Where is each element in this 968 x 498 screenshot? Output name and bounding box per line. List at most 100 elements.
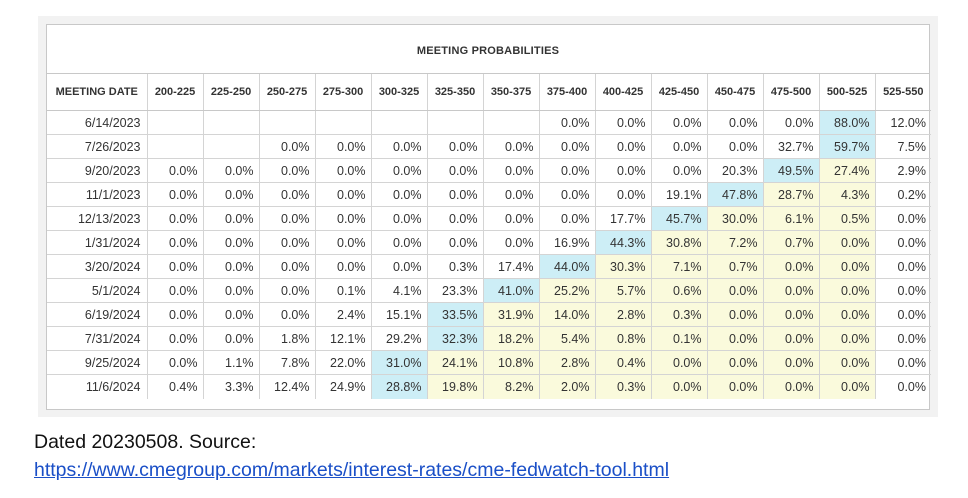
probability-table-container: MEETING PROBABILITIES MEETING DATE 200-22… xyxy=(46,24,931,410)
table-title: MEETING PROBABILITIES xyxy=(47,25,929,74)
probability-cell: 0.0% xyxy=(315,230,372,255)
probability-cell: 0.0% xyxy=(203,302,260,327)
probability-cell: 0.0% xyxy=(595,110,652,135)
probability-cell: 0.2% xyxy=(875,182,931,207)
probability-cell: 0.0% xyxy=(259,134,316,159)
probability-cell: 0.0% xyxy=(203,326,260,351)
probability-cell: 30.0% xyxy=(707,206,764,231)
probability-cell: 0.0% xyxy=(763,110,820,135)
probability-cell: 12.0% xyxy=(875,110,931,135)
probability-cell: 0.0% xyxy=(371,230,428,255)
probability-cell: 0.1% xyxy=(651,326,708,351)
probability-cell: 0.0% xyxy=(483,134,540,159)
probability-cell: 0.0% xyxy=(875,206,931,231)
probability-cell: 31.9% xyxy=(483,302,540,327)
probability-cell: 0.0% xyxy=(763,350,820,375)
probability-cell: 2.4% xyxy=(315,302,372,327)
probability-cell: 0.0% xyxy=(819,278,876,303)
table-row: 11/6/2024 0.4% 3.3% 12.4% 24.9% 28.8% 19.8% 8.2… xyxy=(47,374,931,399)
probability-cell: 0.0% xyxy=(539,158,596,183)
probability-cell: 0.0% xyxy=(203,254,260,279)
probability-cell: 0.0% xyxy=(259,230,316,255)
probability-cell: 0.0% xyxy=(819,230,876,255)
probability-cell: 0.0% xyxy=(763,254,820,279)
probability-cell: 5.4% xyxy=(539,326,596,351)
probability-cell: 0.4% xyxy=(147,374,204,399)
source-link[interactable]: https://www.cmegroup.com/markets/interes… xyxy=(34,459,670,481)
probability-cell: 0.0% xyxy=(763,278,820,303)
probability-cell: 0.0% xyxy=(483,182,540,207)
probability-cell: 0.8% xyxy=(595,326,652,351)
probability-cell: 0.0% xyxy=(371,206,428,231)
probability-cell: 0.0% xyxy=(315,254,372,279)
probability-cell: 0.0% xyxy=(707,302,764,327)
probability-cell: 44.0% xyxy=(539,254,596,279)
column-header-225-250: 225-250 xyxy=(203,74,260,111)
probability-cell xyxy=(315,110,372,135)
probability-cell: 18.2% xyxy=(483,326,540,351)
meeting-date-cell: 9/25/2024 xyxy=(47,350,148,375)
table-row: 6/14/2023 0.0% 0.0% 0.0% 0.0% 0.0% 88.0% 12.0% xyxy=(47,110,931,135)
probability-cell: 24.9% xyxy=(315,374,372,399)
meeting-date-cell: 7/26/2023 xyxy=(47,134,148,159)
probability-cell: 0.0% xyxy=(147,350,204,375)
probability-cell: 4.1% xyxy=(371,278,428,303)
table-row: 9/25/2024 0.0% 1.1% 7.8% 22.0% 31.0% 24.1% 10.8… xyxy=(47,350,931,375)
probability-cell: 0.0% xyxy=(875,230,931,255)
probability-cell: 24.1% xyxy=(427,350,484,375)
meeting-date-cell: 9/20/2023 xyxy=(47,158,148,183)
meeting-date-cell: 3/20/2024 xyxy=(47,254,148,279)
probability-cell: 0.0% xyxy=(371,182,428,207)
column-header-200-225: 200-225 xyxy=(147,74,204,111)
probability-cell: 0.0% xyxy=(259,158,316,183)
probability-cell: 0.0% xyxy=(147,206,204,231)
probability-cell: 0.0% xyxy=(651,158,708,183)
probability-cell: 0.0% xyxy=(203,182,260,207)
probability-cell: 8.2% xyxy=(483,374,540,399)
table-row: 7/31/2024 0.0% 0.0% 1.8% 12.1% 29.2% 32.3% 18.2… xyxy=(47,326,931,351)
column-header-525-550: 525-550 xyxy=(875,74,931,111)
probability-cell: 30.3% xyxy=(595,254,652,279)
table-row: 3/20/2024 0.0% 0.0% 0.0% 0.0% 0.0% 0.3% 17.4% 44… xyxy=(47,254,931,279)
probability-cell: 0.0% xyxy=(203,158,260,183)
footer: Dated 20230508. Source: https://www.cmeg… xyxy=(34,428,669,484)
probability-cell: 0.0% xyxy=(539,206,596,231)
probability-cell: 12.4% xyxy=(259,374,316,399)
meeting-date-cell: 1/31/2024 xyxy=(47,230,148,255)
probability-panel: MEETING PROBABILITIES MEETING DATE 200-22… xyxy=(38,16,938,417)
probability-cell: 0.0% xyxy=(707,110,764,135)
probability-cell: 33.5% xyxy=(427,302,484,327)
meeting-date-cell: 12/13/2023 xyxy=(47,206,148,231)
probability-cell: 41.0% xyxy=(483,278,540,303)
probability-cell: 25.2% xyxy=(539,278,596,303)
probability-cell: 0.0% xyxy=(483,230,540,255)
probability-cell: 0.0% xyxy=(763,302,820,327)
probability-cell: 7.1% xyxy=(651,254,708,279)
probability-cell: 0.0% xyxy=(707,326,764,351)
probability-cell: 28.8% xyxy=(371,374,428,399)
probability-cell: 0.6% xyxy=(651,278,708,303)
probability-cell: 10.8% xyxy=(483,350,540,375)
probability-cell: 0.0% xyxy=(651,374,708,399)
probability-cell: 0.0% xyxy=(315,206,372,231)
probability-cell: 0.0% xyxy=(763,374,820,399)
probability-cell: 0.0% xyxy=(147,158,204,183)
probability-cell: 0.0% xyxy=(875,350,931,375)
probability-cell: 0.0% xyxy=(371,158,428,183)
probability-cell: 0.0% xyxy=(595,158,652,183)
probability-cell: 0.0% xyxy=(595,182,652,207)
probability-cell: 0.0% xyxy=(427,206,484,231)
probability-cell: 49.5% xyxy=(763,158,820,183)
probability-cell: 28.7% xyxy=(763,182,820,207)
probability-cell: 0.0% xyxy=(651,134,708,159)
probability-cell: 7.5% xyxy=(875,134,931,159)
probability-cell: 31.0% xyxy=(371,350,428,375)
table-row: 6/19/2024 0.0% 0.0% 0.0% 2.4% 15.1% 33.5% 31.9%… xyxy=(47,302,931,327)
probability-cell: 0.0% xyxy=(819,350,876,375)
probability-cell: 0.0% xyxy=(147,278,204,303)
probability-cell: 2.9% xyxy=(875,158,931,183)
probability-cell: 0.0% xyxy=(427,182,484,207)
probability-cell: 22.0% xyxy=(315,350,372,375)
meeting-date-cell: 6/19/2024 xyxy=(47,302,148,327)
probability-cell: 0.0% xyxy=(651,350,708,375)
